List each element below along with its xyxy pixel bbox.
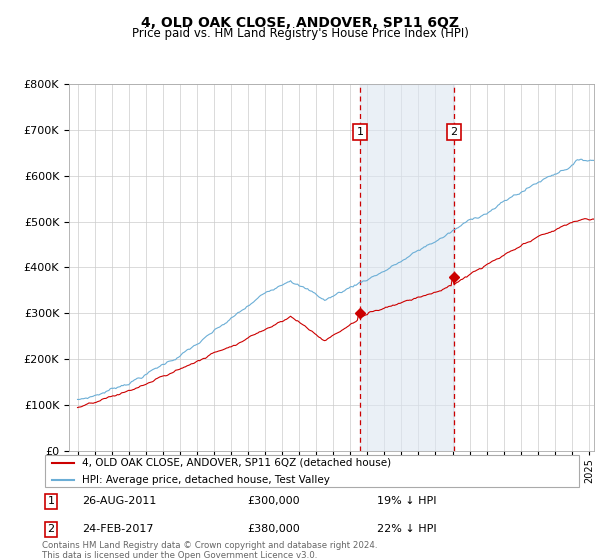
Text: HPI: Average price, detached house, Test Valley: HPI: Average price, detached house, Test… [83, 475, 331, 484]
Text: 24-FEB-2017: 24-FEB-2017 [83, 524, 154, 534]
Text: 1: 1 [356, 127, 364, 137]
FancyBboxPatch shape [45, 455, 580, 487]
Text: 26-AUG-2011: 26-AUG-2011 [83, 496, 157, 506]
Text: 4, OLD OAK CLOSE, ANDOVER, SP11 6QZ: 4, OLD OAK CLOSE, ANDOVER, SP11 6QZ [141, 16, 459, 30]
Text: Price paid vs. HM Land Registry's House Price Index (HPI): Price paid vs. HM Land Registry's House … [131, 27, 469, 40]
Bar [360, 84, 454, 451]
Text: £300,000: £300,000 [247, 496, 300, 506]
Text: 22% ↓ HPI: 22% ↓ HPI [377, 524, 436, 534]
Text: 1: 1 [47, 496, 55, 506]
Text: Contains HM Land Registry data © Crown copyright and database right 2024.
This d: Contains HM Land Registry data © Crown c… [42, 541, 377, 560]
Text: 2: 2 [47, 524, 55, 534]
Text: £380,000: £380,000 [247, 524, 300, 534]
Text: 2: 2 [451, 127, 458, 137]
Text: 19% ↓ HPI: 19% ↓ HPI [377, 496, 436, 506]
Text: 4, OLD OAK CLOSE, ANDOVER, SP11 6QZ (detached house): 4, OLD OAK CLOSE, ANDOVER, SP11 6QZ (det… [83, 458, 392, 468]
